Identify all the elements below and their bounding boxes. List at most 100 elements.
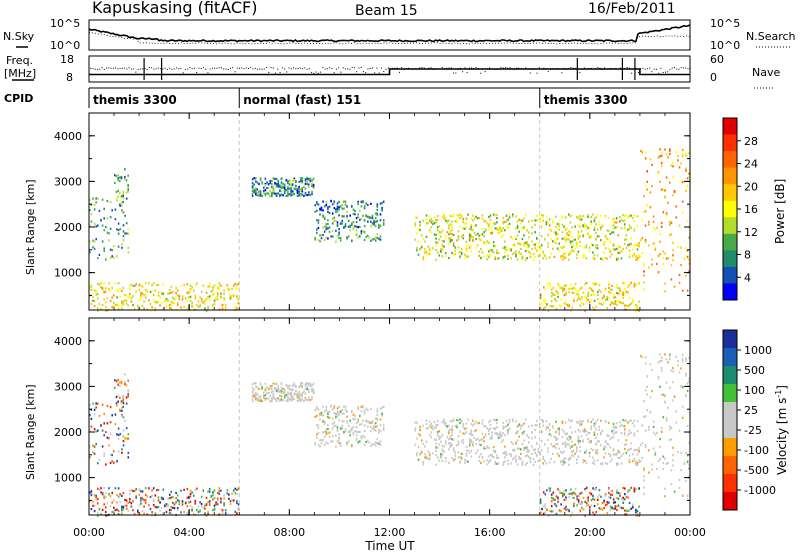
velocity-cell — [180, 489, 182, 492]
y-tick-label: 1000 — [54, 472, 82, 485]
power-cell — [283, 185, 286, 188]
power-cell — [432, 220, 434, 223]
velocity-cell — [491, 431, 493, 434]
power-cell — [688, 236, 690, 239]
nave-point — [475, 67, 477, 69]
velocity-cell — [632, 503, 634, 506]
power-cell — [556, 233, 559, 236]
power-cell — [298, 190, 300, 193]
velocity-cell — [456, 444, 458, 447]
power-cell — [371, 217, 374, 220]
power-cell — [636, 305, 639, 308]
power-cell — [607, 229, 610, 232]
velocity-cell — [596, 459, 599, 462]
velocity-cell — [540, 430, 543, 433]
velocity-cell — [159, 501, 161, 504]
power-cell — [89, 198, 91, 201]
colorbar-swatch — [723, 330, 737, 349]
velocity-cell — [438, 430, 441, 433]
velocity-cell — [183, 488, 185, 491]
velocity-cell — [635, 448, 637, 451]
velocity-cell — [619, 451, 621, 454]
velocity-cell — [489, 427, 492, 430]
nave-point — [367, 68, 369, 70]
velocity-cell — [566, 438, 568, 441]
power-cell — [531, 247, 533, 250]
velocity-cell — [569, 420, 572, 423]
velocity-cell — [623, 425, 626, 428]
power-cell — [670, 221, 673, 224]
velocity-cell — [308, 398, 310, 401]
velocity-cell — [93, 494, 96, 497]
velocity-cell — [124, 498, 126, 501]
velocity-cell — [564, 441, 567, 444]
power-cell — [542, 257, 544, 260]
velocity-cell — [571, 493, 574, 496]
velocity-cell — [373, 443, 375, 446]
power-cell — [167, 292, 169, 295]
power-cell — [670, 233, 673, 236]
velocity-cell — [255, 398, 257, 401]
velocity-cell — [579, 509, 582, 512]
power-cell — [267, 192, 270, 195]
power-cell — [577, 237, 580, 240]
power-cell — [552, 220, 554, 223]
power-cell — [183, 283, 185, 286]
velocity-cell — [577, 439, 580, 442]
velocity-cell — [592, 487, 594, 490]
power-cell — [344, 203, 347, 206]
power-cell — [633, 282, 636, 285]
velocity-cell — [133, 512, 136, 516]
velocity-cell — [135, 496, 137, 499]
nave-point — [568, 67, 570, 69]
power-cell — [114, 181, 116, 184]
power-cell — [301, 187, 304, 191]
power-cell — [331, 222, 334, 225]
velocity-cell — [232, 489, 235, 492]
velocity-cell — [664, 394, 666, 397]
velocity-cell — [617, 462, 620, 466]
velocity-cell — [609, 493, 612, 496]
velocity-cell — [371, 427, 374, 430]
power-cell — [194, 294, 197, 298]
power-cell — [472, 236, 474, 239]
power-cell — [521, 228, 524, 231]
power-cell — [443, 240, 445, 243]
velocity-cell — [550, 493, 553, 496]
power-cell — [327, 219, 329, 222]
velocity-cell — [271, 391, 273, 394]
velocity-cell — [576, 421, 578, 424]
power-cell — [290, 194, 292, 197]
power-cell — [596, 235, 599, 238]
velocity-cell — [320, 442, 323, 445]
power-cell — [524, 249, 527, 253]
velocity-cell — [646, 393, 648, 396]
power-cell — [443, 215, 445, 218]
power-cell — [500, 228, 503, 231]
velocity-cell — [199, 510, 201, 513]
colorbar-tick-label: -500 — [744, 464, 769, 477]
power-cell — [481, 227, 484, 230]
power-cell — [354, 213, 356, 216]
velocity-cell — [282, 399, 284, 402]
velocity-cell — [208, 502, 211, 505]
power-cell — [435, 233, 437, 236]
velocity-cell — [360, 405, 363, 409]
power-cell — [191, 301, 193, 304]
power-cell — [561, 217, 564, 220]
power-cell — [301, 177, 304, 180]
velocity-cell — [440, 436, 442, 439]
velocity-scatter — [89, 318, 690, 518]
velocity-cell — [105, 510, 107, 514]
power-cell — [330, 235, 332, 238]
power-cell — [539, 296, 542, 299]
power-cell — [451, 239, 453, 242]
power-cell — [301, 193, 304, 196]
nave-point — [667, 71, 669, 73]
velocity-cell — [435, 423, 437, 427]
power-cell — [381, 209, 383, 212]
velocity-cell — [119, 433, 122, 436]
power-cell — [346, 216, 348, 219]
power-cell — [558, 287, 561, 290]
velocity-cell — [121, 494, 123, 497]
